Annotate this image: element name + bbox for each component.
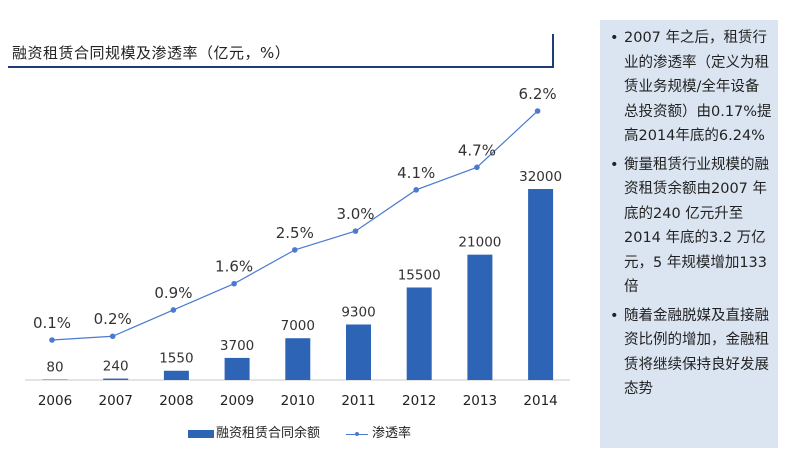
penetration-value-label: 0.9% bbox=[154, 284, 192, 302]
penetration-point bbox=[292, 247, 298, 253]
bar-value-label: 9300 bbox=[341, 304, 375, 320]
legend-label-balance: 融资租赁合同余额 bbox=[216, 426, 321, 441]
bar-value-label: 80 bbox=[46, 360, 63, 376]
summary-list: 2007 年之后，租赁行业的渗透率（定义为租赁业务规模/全年设备总投资额）由0.… bbox=[606, 26, 772, 402]
x-tick-label: 2010 bbox=[281, 393, 315, 409]
summary-panel: 2007 年之后，租赁行业的渗透率（定义为租赁业务规模/全年设备总投资额）由0.… bbox=[600, 20, 778, 448]
penetration-value-label: 3.0% bbox=[336, 205, 374, 223]
x-tick-label: 2014 bbox=[523, 393, 557, 409]
chart-title-frame: 融资租赁合同规模及渗透率（亿元，%） bbox=[8, 34, 554, 68]
penetration-point bbox=[170, 307, 177, 313]
bar-2007 bbox=[103, 378, 129, 380]
penetration-point bbox=[49, 337, 55, 343]
summary-bullet-3: 随着金融脱媒及直接融资比例的增加，金融租赁将继续保持良好发展态势 bbox=[606, 304, 772, 402]
penetration-point bbox=[352, 228, 359, 234]
penetration-point bbox=[109, 333, 116, 340]
bar-2014 bbox=[528, 189, 554, 380]
penetration-value-label: 6.2% bbox=[519, 85, 557, 103]
penetration-value-label: 4.7% bbox=[458, 141, 496, 159]
legend-swatch-bar bbox=[188, 429, 214, 438]
bar-2009 bbox=[224, 357, 250, 380]
combo-chart: 80 2006 240 2007 1550 2008 3700 2009 7000 2010 930… bbox=[25, 85, 570, 409]
x-tick-label: 2006 bbox=[38, 393, 72, 409]
penetration-point bbox=[231, 280, 237, 287]
legend-swatch-line bbox=[346, 430, 368, 438]
bar-value-label: 15500 bbox=[398, 267, 441, 283]
bar-2012 bbox=[406, 287, 432, 380]
bar-value-label: 240 bbox=[103, 359, 129, 375]
penetration-value-label: 2.5% bbox=[276, 224, 314, 242]
x-tick-label: 2013 bbox=[463, 393, 497, 409]
x-tick-label: 2009 bbox=[220, 393, 254, 409]
penetration-point bbox=[534, 108, 541, 114]
x-tick-label: 2012 bbox=[402, 393, 436, 409]
bar-value-label: 7000 bbox=[281, 318, 315, 334]
legend-label-penetration: 渗透率 bbox=[372, 426, 412, 441]
bar-2008 bbox=[163, 370, 189, 380]
penetration-value-label: 1.6% bbox=[215, 258, 253, 276]
x-tick-label: 2008 bbox=[159, 393, 193, 409]
penetration-point bbox=[413, 187, 420, 193]
bar-2010 bbox=[285, 338, 311, 380]
legend-item-penetration: 渗透率 bbox=[346, 422, 411, 441]
bar-value-label: 3700 bbox=[220, 338, 254, 354]
bar-2011 bbox=[346, 324, 371, 380]
bar-value-label: 32000 bbox=[519, 169, 562, 185]
x-tick-label: 2011 bbox=[341, 393, 375, 409]
summary-bullet-1: 2007 年之后，租赁行业的渗透率（定义为租赁业务规模/全年设备总投资额）由0.… bbox=[606, 26, 772, 149]
bar-2013 bbox=[467, 254, 493, 380]
chart-title: 融资租赁合同规模及渗透率（亿元，%） bbox=[12, 44, 291, 62]
penetration-value-label: 0.2% bbox=[94, 310, 132, 328]
legend-item-balance: 融资租赁合同余额 bbox=[188, 422, 320, 441]
x-tick-label: 2007 bbox=[99, 393, 133, 409]
penetration-value-label: 4.1% bbox=[397, 164, 435, 182]
bar-value-label: 21000 bbox=[458, 235, 501, 251]
summary-bullet-2: 衡量租赁行业规模的融资租赁余额由2007 年底的240 亿元升至2014 年底的… bbox=[606, 153, 772, 300]
penetration-point bbox=[474, 164, 480, 171]
penetration-value-label: 0.1% bbox=[33, 314, 71, 332]
bar-value-label: 1550 bbox=[159, 351, 193, 367]
